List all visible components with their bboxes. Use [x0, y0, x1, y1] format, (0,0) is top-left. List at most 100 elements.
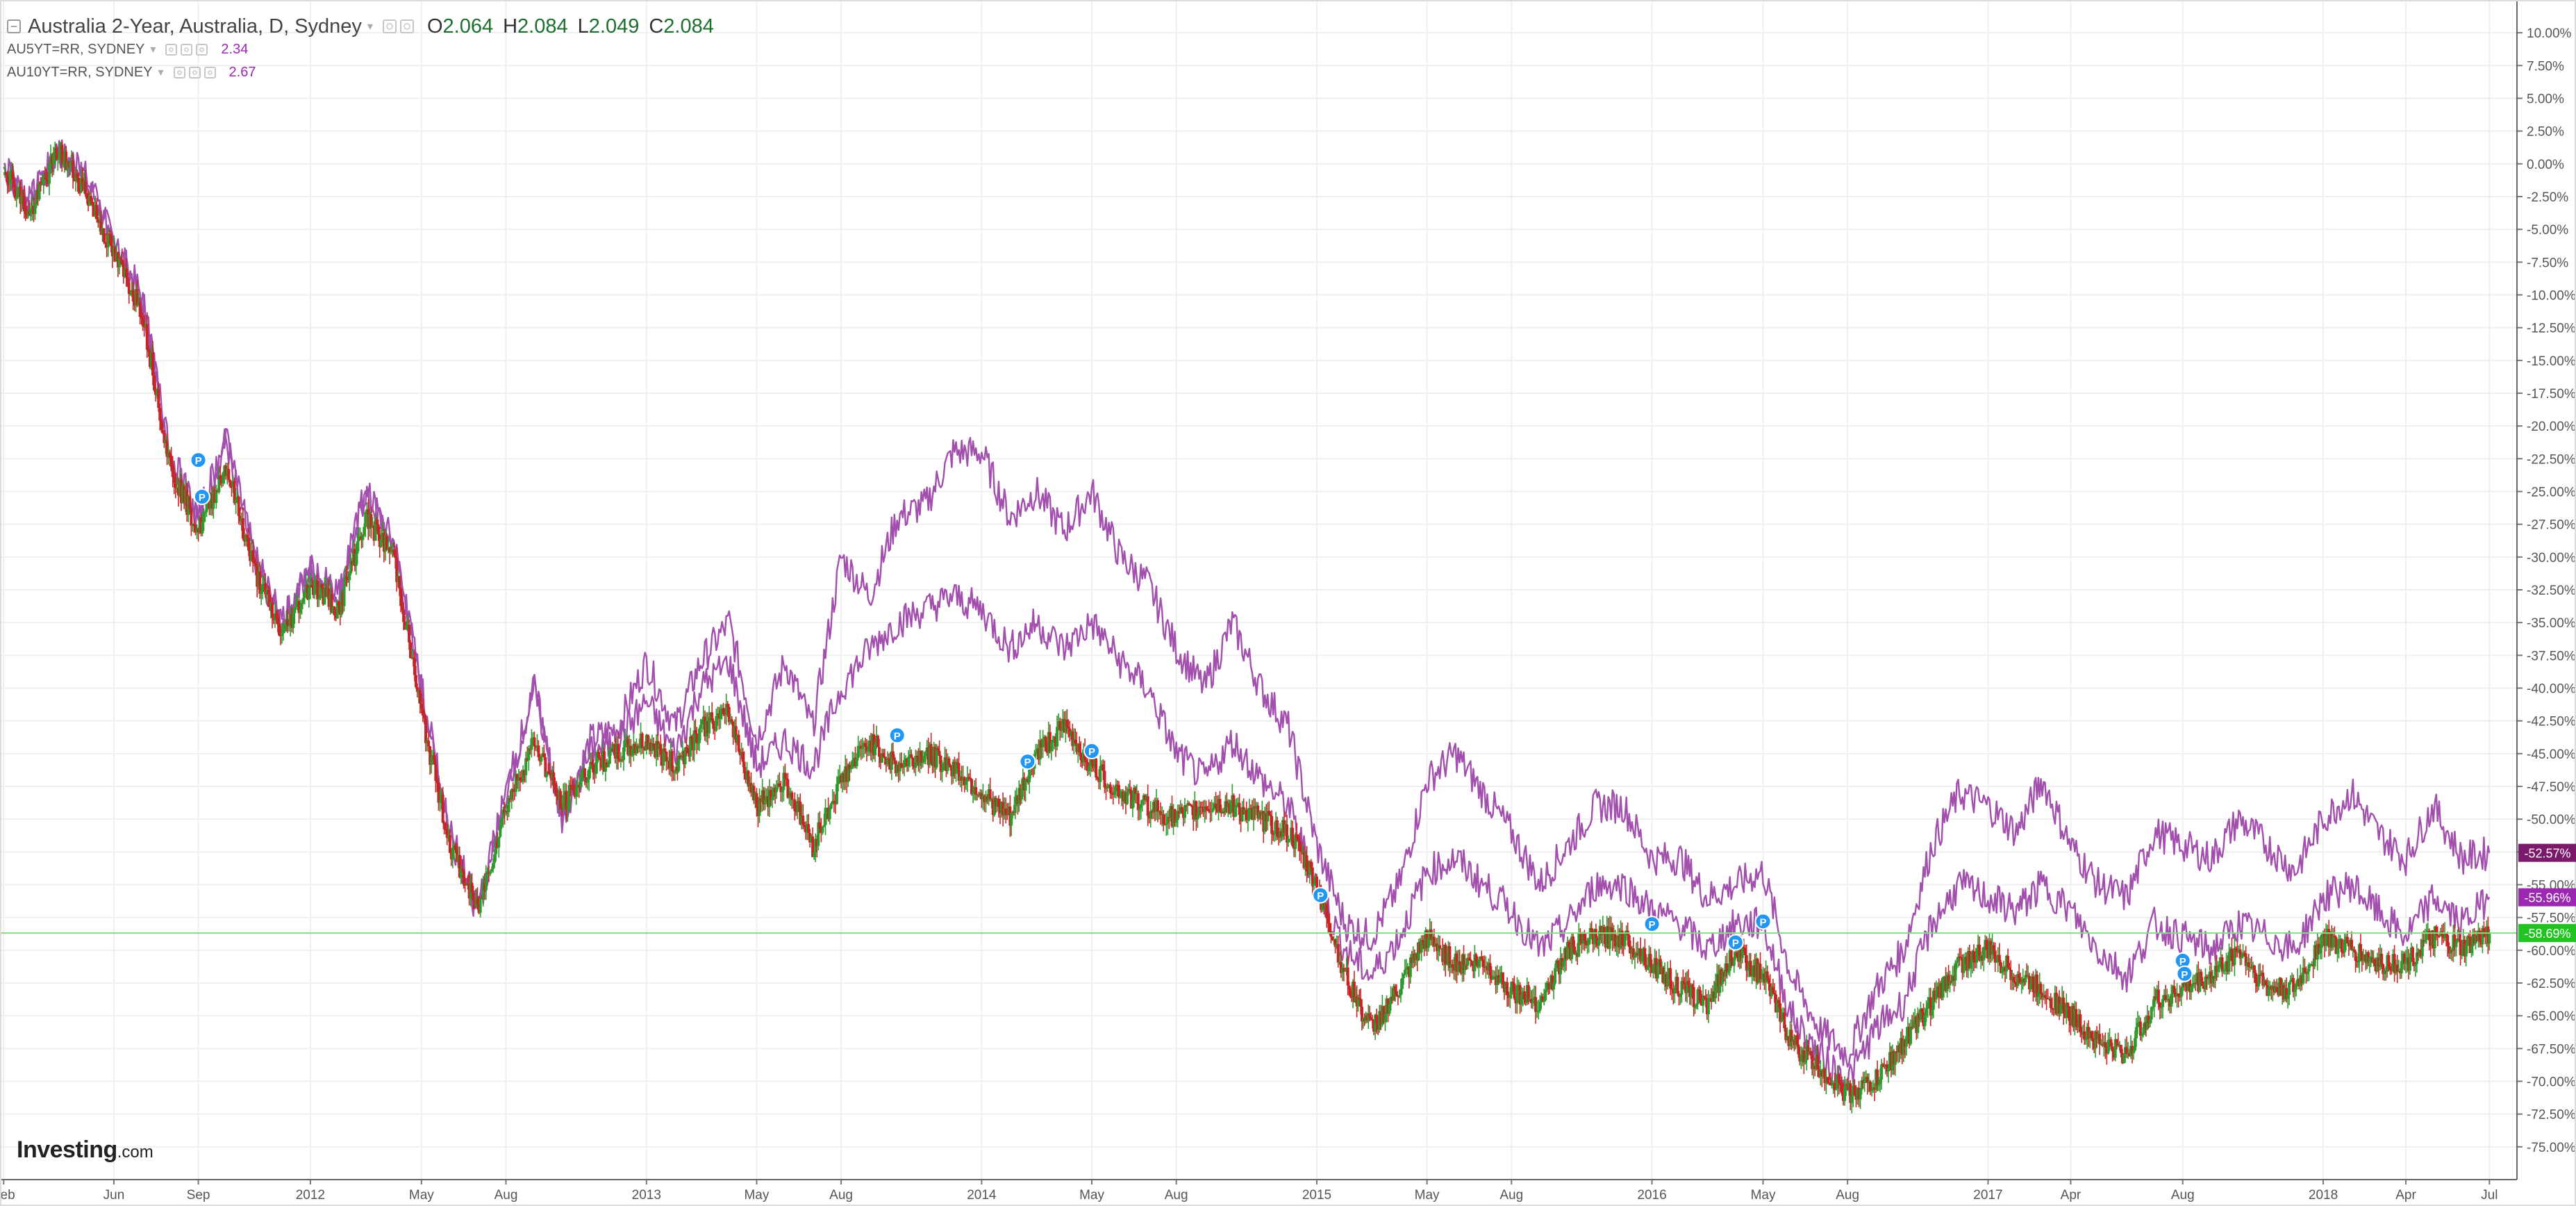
candle-body	[1481, 959, 1485, 967]
candle	[327, 579, 331, 611]
candle-body	[1396, 996, 1399, 997]
candle	[1827, 1073, 1831, 1086]
candle	[2111, 1042, 2114, 1062]
candle-body	[1926, 1002, 1929, 1009]
candle	[1820, 1068, 1824, 1087]
candle-body	[2157, 989, 2160, 1003]
candle-body	[1654, 957, 1658, 979]
candle-body	[848, 764, 851, 770]
candle-body	[1517, 984, 1520, 986]
candle	[1498, 966, 1502, 984]
candle-body	[1102, 764, 1105, 771]
candle	[2031, 970, 2035, 1002]
candle-body	[233, 481, 236, 504]
candle-body	[1721, 972, 1725, 984]
candle-body	[2098, 1034, 2102, 1045]
candle-body	[1843, 1087, 1847, 1101]
candle	[1058, 717, 1062, 741]
candle	[1845, 1079, 1848, 1096]
candle	[1622, 933, 1625, 957]
candle-body	[1107, 784, 1111, 786]
candle	[1853, 1079, 1856, 1097]
candle-body	[126, 277, 129, 283]
candle-body	[501, 809, 505, 818]
candle	[1790, 1023, 1793, 1050]
candle	[2159, 1007, 2163, 1019]
candle	[1294, 832, 1297, 858]
candle-body	[415, 687, 419, 693]
candle	[1327, 910, 1330, 933]
candle	[1044, 735, 1047, 752]
candle	[980, 789, 983, 809]
candle	[1403, 959, 1406, 976]
candle-body	[2158, 1002, 2161, 1008]
candle-body	[11, 170, 15, 180]
candle	[99, 210, 103, 236]
candle-body	[1833, 1082, 1836, 1091]
candle	[695, 727, 699, 754]
candle-body	[2285, 988, 2288, 999]
candle-body	[1041, 739, 1045, 747]
candle-body	[2240, 957, 2243, 959]
candle-body	[716, 713, 720, 716]
candle	[1620, 923, 1624, 955]
candle	[479, 897, 482, 918]
candle-body	[1779, 1003, 1782, 1022]
candle	[1959, 948, 1963, 961]
candle-body	[172, 477, 176, 484]
candle-body	[1672, 990, 1675, 994]
candle-body	[956, 762, 959, 763]
candle	[567, 779, 571, 811]
candle-body	[1462, 955, 1465, 970]
candle-body	[1861, 1080, 1865, 1083]
candle-body	[1079, 752, 1083, 760]
candle	[1490, 966, 1493, 984]
candle-body	[62, 163, 65, 166]
candle	[851, 751, 854, 770]
candle	[90, 192, 93, 204]
candle-body	[1613, 934, 1617, 947]
candle	[1451, 959, 1454, 974]
candle	[2252, 964, 2256, 983]
candle-body	[1693, 1007, 1697, 1008]
candle-body	[1115, 784, 1119, 786]
candle-body	[647, 743, 651, 749]
candle	[2256, 978, 2259, 993]
candle-body	[463, 884, 467, 886]
candle	[1386, 998, 1390, 1023]
candle-body	[645, 734, 648, 750]
candle-body	[2047, 998, 2051, 1000]
candle-body	[156, 389, 159, 395]
candle-body	[1886, 1064, 1889, 1072]
candle-body	[1111, 793, 1115, 795]
candle-body	[1850, 1096, 1854, 1103]
candle-body	[1486, 966, 1489, 970]
candle-body	[254, 562, 258, 565]
candle	[1328, 913, 1331, 935]
candle	[1056, 716, 1059, 751]
candle-body	[713, 729, 717, 731]
candle	[1856, 1087, 1859, 1105]
candle-body	[1708, 998, 1711, 999]
candle-body	[487, 871, 490, 874]
candle	[1584, 934, 1588, 949]
candle-body	[1045, 751, 1049, 753]
candle-body	[128, 294, 132, 295]
candle-body	[584, 777, 588, 783]
candle	[2296, 968, 2300, 986]
candle-body	[656, 741, 660, 750]
candle-body	[1024, 779, 1027, 791]
candle	[153, 372, 156, 393]
candle-body	[1427, 938, 1430, 948]
candle-body	[2197, 973, 2200, 992]
candle	[120, 248, 124, 267]
candle	[1185, 804, 1188, 812]
candle	[1545, 981, 1549, 993]
candle	[526, 746, 529, 762]
candle-body	[1591, 934, 1595, 945]
candle	[958, 770, 962, 788]
candle	[364, 510, 367, 538]
candle-body	[880, 753, 883, 763]
candle	[293, 606, 297, 624]
